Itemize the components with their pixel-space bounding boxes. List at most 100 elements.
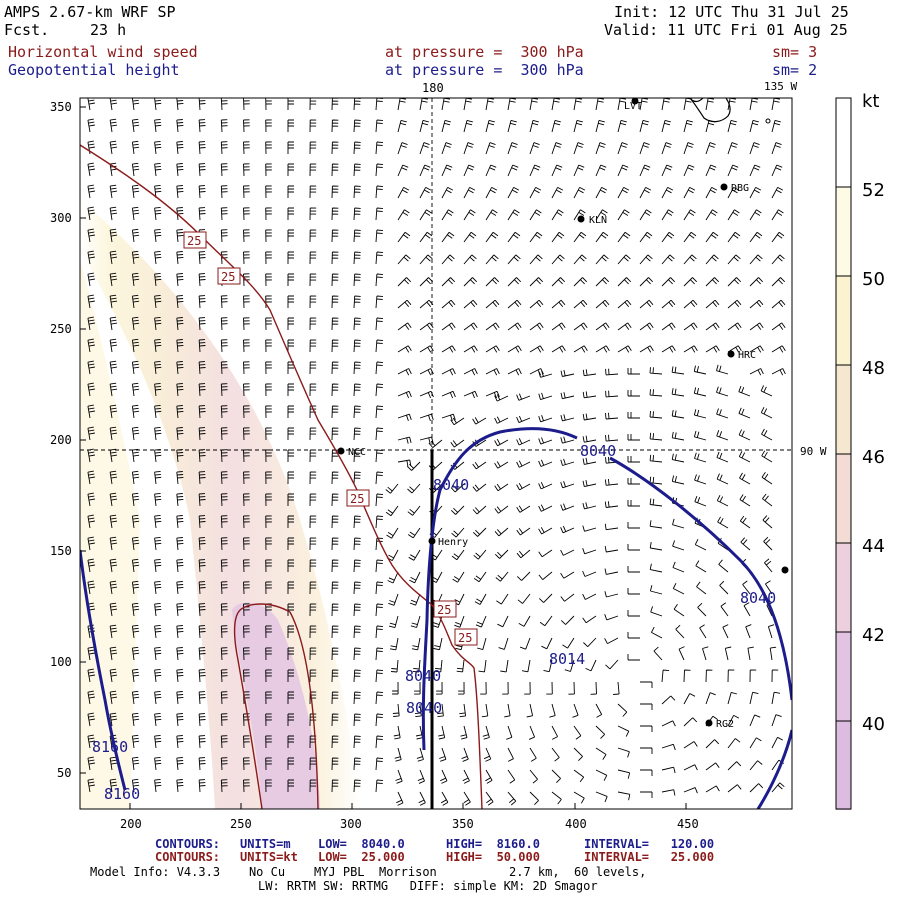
wind-barb	[771, 164, 783, 177]
wind-barb	[176, 405, 184, 419]
wind-barb	[507, 142, 518, 155]
wind-barb	[727, 322, 742, 331]
wind-barb	[482, 725, 490, 740]
wind-barb	[109, 514, 118, 529]
valid-time: Valid: 11 UTC Fri 01 Aug 25	[604, 21, 848, 39]
wind-barb	[516, 527, 531, 536]
wind-barb	[393, 725, 401, 740]
wind-barb	[409, 571, 421, 584]
wind-barb	[441, 390, 456, 399]
wind-barb	[87, 98, 95, 111]
wind-barb	[287, 471, 294, 484]
wind-barb	[243, 405, 250, 419]
wind-barb	[331, 361, 339, 375]
wind-barb	[265, 207, 272, 221]
station-dot-ncc	[337, 447, 345, 455]
colorbar-tick-42: 42	[862, 625, 885, 646]
wind-barb	[604, 523, 619, 531]
wind-barb	[309, 427, 317, 441]
x-tick-450: 450	[677, 817, 699, 831]
wind-barb	[506, 725, 513, 740]
wind-barb	[617, 142, 628, 155]
wind-barb	[243, 647, 250, 661]
wind-barb	[176, 295, 184, 309]
wind-barb	[131, 360, 140, 375]
wind-barb	[375, 163, 383, 177]
wind-barb	[546, 681, 553, 695]
wind-barb	[727, 186, 740, 199]
wind-barb	[287, 98, 294, 110]
height-label-2: 8040	[433, 476, 469, 494]
colorbar-unit: kt	[862, 91, 879, 112]
wind-barb	[727, 277, 742, 287]
wind-barb	[473, 571, 487, 583]
wind-barb	[176, 691, 184, 705]
colorbar-tick-48: 48	[862, 358, 885, 379]
wind-barb	[771, 254, 785, 265]
wind-barb	[220, 383, 228, 397]
wind-barb	[176, 713, 184, 727]
wind-barb	[529, 277, 544, 287]
wind-barb	[154, 228, 162, 243]
wind-barb	[109, 294, 118, 309]
wind-barb	[494, 438, 509, 447]
wind-barb	[243, 691, 250, 705]
wind-barb	[397, 436, 412, 444]
wind-barb	[397, 186, 410, 199]
wind-barb	[582, 570, 597, 577]
level-geopotential: at pressure = 300 hPa	[385, 61, 584, 79]
wind-barb	[220, 405, 228, 419]
wind-barb	[595, 209, 608, 221]
wind-barb	[529, 186, 542, 199]
wind-barb	[198, 119, 206, 133]
wind-barb	[683, 254, 697, 265]
station-kln: KLN	[589, 215, 607, 226]
wind-barb	[771, 299, 786, 309]
wind-barb	[243, 757, 250, 771]
wind-barb	[454, 615, 465, 628]
wind-barb	[309, 603, 317, 617]
wind-barb	[287, 757, 294, 770]
wind-barb	[131, 558, 140, 573]
wind-barb	[507, 299, 522, 309]
wind-barb	[419, 231, 433, 243]
meridian-label-135w: 135 W	[764, 80, 797, 93]
wind-barb	[771, 142, 782, 155]
wind-barb	[771, 736, 784, 749]
wind-barb	[485, 769, 493, 784]
wind-barb	[243, 383, 250, 397]
wind-barb	[176, 163, 184, 177]
wind-barb	[87, 734, 95, 749]
wind-barb	[154, 558, 162, 573]
wind-barb	[562, 637, 575, 649]
wind-barb	[309, 339, 317, 353]
wind-barb	[154, 470, 162, 485]
wind-barb	[639, 299, 654, 309]
wind-barb	[265, 713, 272, 727]
wind-barb	[705, 762, 720, 771]
wind-barb	[649, 476, 663, 485]
wind-barb	[87, 514, 95, 529]
wind-barb	[749, 669, 757, 683]
wind-barb	[243, 735, 250, 749]
axes: 200 250 300 350 400 450 350 300 250 200 …	[50, 80, 827, 831]
station-dot-henry	[428, 537, 436, 545]
colorbar-tick-52: 52	[862, 180, 885, 201]
wind-barb	[87, 316, 95, 331]
wind-barb	[220, 141, 228, 155]
wind-barb	[176, 647, 184, 661]
wind-barb	[649, 563, 663, 573]
wind-barb	[472, 461, 487, 470]
wind-barb	[220, 581, 228, 595]
wind-barb	[243, 603, 250, 617]
wind-barb	[417, 769, 425, 784]
wind-barb	[716, 430, 729, 441]
wind-barb	[397, 368, 412, 376]
wind-barb	[478, 659, 487, 673]
wind-barb	[375, 757, 383, 771]
wind-barb	[640, 725, 653, 732]
wind-barb	[220, 669, 228, 683]
footer-speed-high: HIGH= 50.000	[446, 850, 540, 864]
wind-barb	[771, 368, 786, 376]
wind-barb	[309, 493, 317, 507]
